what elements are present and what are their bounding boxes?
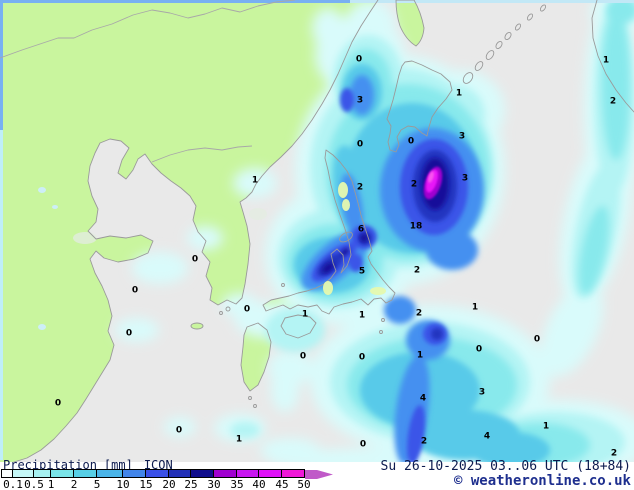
precip-layer-45mm — [427, 171, 435, 183]
colorbar-tick-label: 0.5 — [24, 478, 44, 490]
colorbar-tick-label: 5 — [93, 478, 101, 490]
colorbar-tick-label: 20 — [162, 478, 176, 490]
colorbar-tick-label: 2 — [70, 478, 78, 490]
map-edge-precip-strips — [0, 0, 634, 460]
legend-title-text: Precipitation — [3, 458, 97, 472]
colorbar-segment — [190, 469, 215, 478]
colorbar-segment — [281, 469, 305, 478]
model-name: ICON — [143, 458, 173, 472]
colorbar-tick-label: 45 — [275, 478, 289, 490]
colorbar-tick-label: 1 — [47, 478, 55, 490]
colorbar-tick-label: 25 — [184, 478, 198, 490]
precip-layer-40mm — [425, 169, 439, 193]
coastline-layer — [0, 0, 634, 462]
country-border — [0, 0, 296, 59]
island-jeju — [191, 323, 203, 329]
colorbar-segment — [236, 469, 260, 478]
lake — [52, 205, 58, 209]
island-kyushu — [241, 323, 271, 391]
colorbar-segment — [145, 469, 170, 478]
colorbar-tick-label: 50 — [297, 478, 311, 490]
colorbar-tick-label: 10 — [116, 478, 130, 490]
dry-spots — [323, 182, 386, 295]
colorbar-segment — [96, 469, 124, 478]
colorbar-segment — [168, 469, 192, 478]
colorbar-segment — [122, 469, 147, 478]
continent-asia — [0, 0, 378, 462]
colorbar-tick-label: 15 — [139, 478, 153, 490]
legend-unit: [mm] — [103, 458, 133, 472]
colorbar-segment — [33, 469, 52, 478]
colorbar-tick-label: 35 — [230, 478, 244, 490]
lake — [38, 187, 46, 193]
terrain-patch — [73, 232, 97, 244]
colorbar-segment — [12, 469, 35, 478]
legend-footer: Precipitation [mm] ICON Su 26-10-2025 03..… — [0, 458, 634, 490]
terrain-patch — [249, 208, 267, 220]
colorbar-tick-label: 30 — [207, 478, 221, 490]
colorbar-segment — [73, 469, 98, 478]
lake — [38, 324, 46, 330]
precipitation-map — [0, 0, 634, 462]
colorbar-segment — [258, 469, 283, 478]
colorbar-overflow-arrow-icon — [305, 470, 333, 479]
island-sakhalin — [396, 0, 424, 46]
colorbar-tick-label: 40 — [252, 478, 266, 490]
valid-datetime: Su 26-10-2025 03..06 UTC (18+84) — [380, 459, 631, 474]
colorbar-segment — [213, 469, 238, 478]
copyright: © weatheronline.co.uk — [453, 473, 631, 489]
colorbar-segment — [50, 469, 75, 478]
colorbar-segment — [1, 469, 14, 478]
legend-title: Precipitation [mm] ICON — [3, 458, 173, 472]
colorbar-tick-label: 0.1 — [3, 478, 23, 490]
country-border — [151, 145, 253, 163]
coast-kamchatka — [591, 0, 634, 113]
